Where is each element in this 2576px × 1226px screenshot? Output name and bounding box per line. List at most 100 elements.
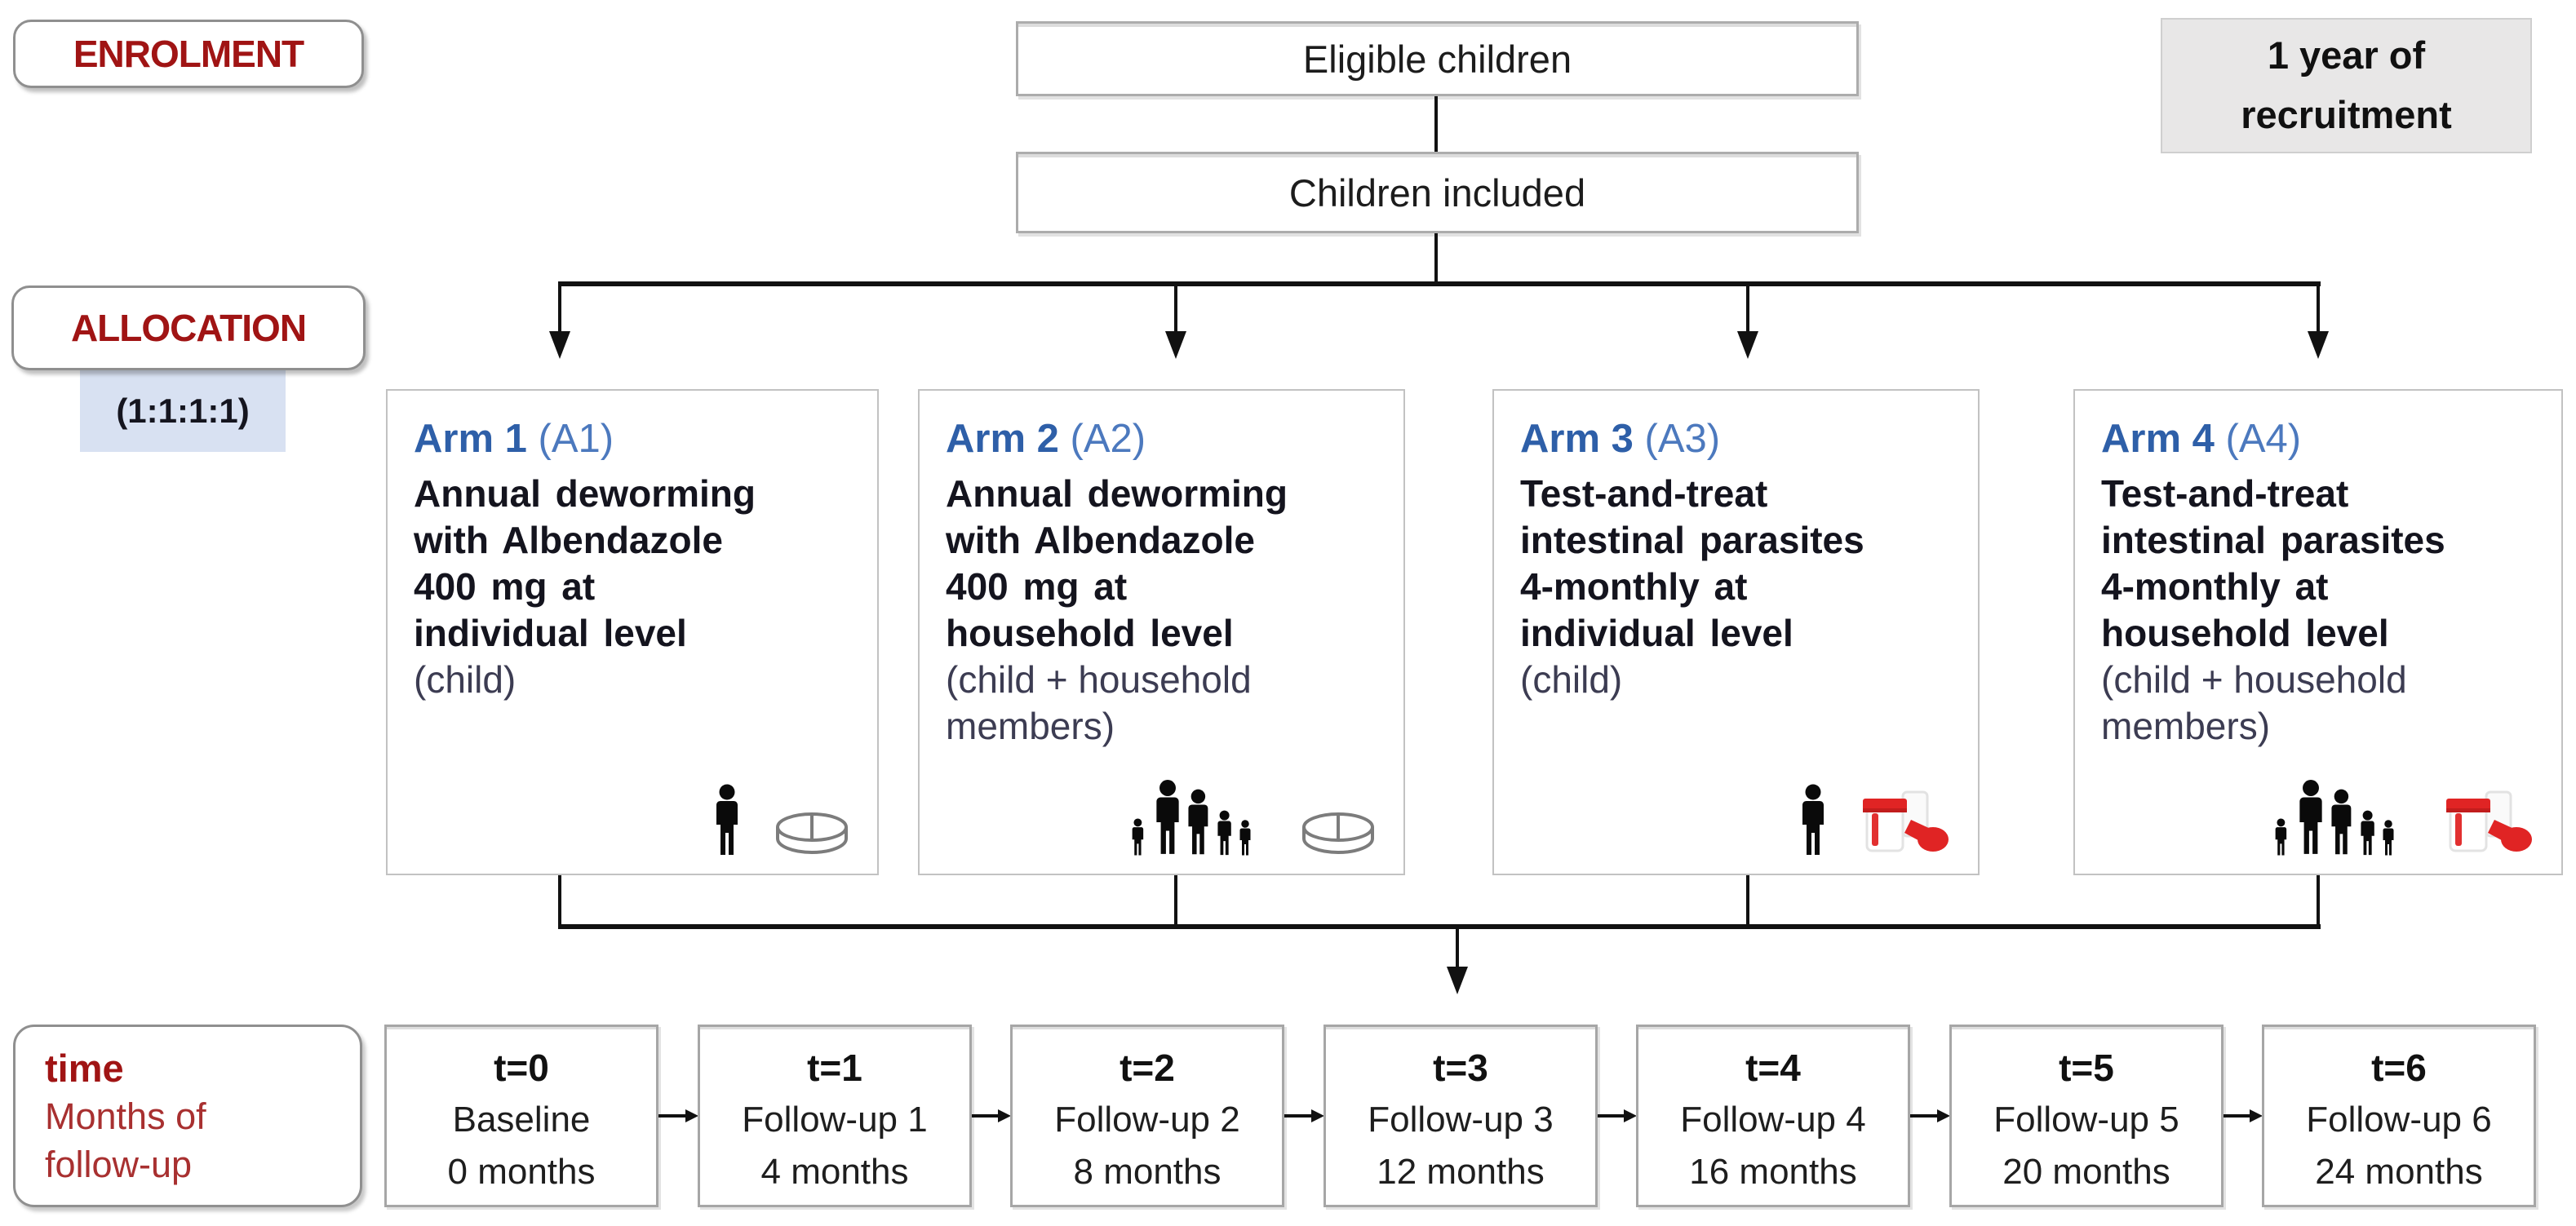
arm-4-name: Arm 4	[2101, 417, 2215, 461]
arm-2-title: Arm 2 (A2)	[946, 414, 1379, 464]
arm-4-icons	[2272, 779, 2537, 857]
allocation-arrow-stem-4	[2317, 286, 2320, 333]
pill-icon	[776, 812, 848, 854]
family-icon	[2272, 779, 2413, 857]
merge-arrowhead	[1447, 967, 1468, 994]
timepoint-months: 12 months	[1377, 1152, 1545, 1192]
allocation-arrowhead-1	[549, 331, 570, 359]
arm-1-icons	[711, 784, 853, 857]
allocation-arrow-stem-2	[1174, 286, 1177, 333]
allocation-arrowhead-2	[1165, 331, 1186, 359]
merge-bar	[558, 924, 2321, 929]
timeline-legend-title: time	[45, 1046, 124, 1090]
timeline-legend-subtitle: Months of follow-up	[45, 1095, 206, 1185]
arm-2-icons	[1129, 779, 1379, 857]
enrolment-stage-text: ENROLMENT	[73, 33, 304, 75]
allocation-stage-label: ALLOCATION	[11, 285, 366, 370]
arm-3-target: (child)	[1520, 658, 1623, 702]
timepoint-months: 16 months	[1689, 1152, 1857, 1192]
arm-4-box: Arm 4 (A4) Test-and-treat intestinal par…	[2073, 389, 2563, 875]
arm-3-intervention: Test-and-treat intestinal parasites 4-mo…	[1520, 472, 1864, 655]
arm-1-code: (A1)	[538, 417, 614, 461]
recruitment-note-box: 1 year of recruitment	[2161, 18, 2532, 153]
arm-4-code: (A4)	[2225, 417, 2302, 461]
connector-included-to-splitbar	[1434, 233, 1438, 283]
allocation-split-bar	[558, 281, 2321, 286]
allocation-arrow-stem-3	[1746, 286, 1749, 333]
timepoint-box-t5: t=5 Follow-up 5 20 months	[1949, 1025, 2224, 1207]
arm-4-target: (child + household members)	[2101, 658, 2407, 748]
timeline-legend: time Months of follow-up	[13, 1025, 362, 1207]
specimen-container-icon	[1861, 790, 1950, 853]
timeline-arrow-1	[658, 1109, 698, 1122]
timepoint-t: t=5	[2059, 1047, 2114, 1089]
timepoint-t: t=0	[494, 1047, 549, 1089]
arm-3-code: (A3)	[1644, 417, 1721, 461]
timepoint-months: 0 months	[447, 1152, 596, 1192]
merge-arrow-stem	[1456, 929, 1459, 968]
arm-1-title: Arm 1 (A1)	[414, 414, 853, 464]
specimen-container-icon	[2445, 790, 2534, 853]
person-icon	[1802, 784, 1824, 855]
arm-3-box: Arm 3 (A3) Test-and-treat intestinal par…	[1492, 389, 1980, 875]
timepoint-months: 24 months	[2315, 1152, 2483, 1192]
enrolment-stage-label: ENROLMENT	[13, 20, 364, 88]
allocation-ratio-badge: (1:1:1:1)	[80, 370, 286, 452]
arm-4-intervention: Test-and-treat intestinal parasites 4-mo…	[2101, 472, 2445, 655]
children-included-text: Children included	[1288, 170, 1586, 215]
timeline-arrow-2	[972, 1109, 1011, 1122]
timepoint-label: Follow-up 4	[1680, 1100, 1866, 1140]
timepoint-t: t=3	[1433, 1047, 1488, 1089]
timepoint-t: t=2	[1120, 1047, 1175, 1089]
timepoint-t: t=1	[807, 1047, 862, 1089]
connector-eligible-to-included	[1434, 96, 1438, 152]
allocation-stage-text: ALLOCATION	[70, 307, 307, 349]
allocation-arrowhead-3	[1737, 331, 1758, 359]
timepoint-months: 8 months	[1073, 1152, 1221, 1192]
timepoint-label: Follow-up 3	[1368, 1100, 1554, 1140]
timepoint-box-t2: t=2 Follow-up 2 8 months	[1010, 1025, 1284, 1207]
arm-3-name: Arm 3	[1520, 417, 1634, 461]
timepoint-label: Follow-up 1	[742, 1100, 928, 1140]
arm-3-icons	[1797, 784, 1953, 857]
timepoint-box-t4: t=4 Follow-up 4 16 months	[1636, 1025, 1910, 1207]
timepoint-box-t6: t=6 Follow-up 6 24 months	[2262, 1025, 2536, 1207]
timepoint-label: Follow-up 2	[1054, 1100, 1240, 1140]
arm-1-box: Arm 1 (A1) Annual deworming with Albenda…	[386, 389, 879, 875]
eligible-children-box: Eligible children	[1016, 21, 1859, 96]
children-included-box: Children included	[1016, 152, 1859, 233]
merge-stem-arm-1	[558, 875, 561, 926]
timepoint-t: t=4	[1745, 1047, 1801, 1089]
timepoint-months: 20 months	[2002, 1152, 2170, 1192]
timeline-arrow-3	[1284, 1109, 1324, 1122]
timeline-arrow-6	[2224, 1109, 2263, 1122]
arm-2-intervention: Annual deworming with Albendazole 400 mg…	[946, 472, 1288, 655]
arm-1-name: Arm 1	[414, 417, 527, 461]
timepoint-box-t3: t=3 Follow-up 3 12 months	[1323, 1025, 1598, 1207]
arm-2-target: (child + household members)	[946, 658, 1252, 748]
arm-4-title: Arm 4 (A4)	[2101, 414, 2537, 464]
merge-stem-arm-4	[2317, 875, 2320, 926]
arm-2-code: (A2)	[1070, 417, 1146, 461]
allocation-arrow-stem-1	[558, 286, 561, 333]
arm-1-target: (child)	[414, 658, 517, 702]
arm-2-box: Arm 2 (A2) Annual deworming with Albenda…	[918, 389, 1405, 875]
timepoint-label: Follow-up 6	[2306, 1100, 2492, 1140]
timepoint-box-t1: t=1 Follow-up 1 4 months	[698, 1025, 972, 1207]
arm-2-name: Arm 2	[946, 417, 1059, 461]
merge-stem-arm-3	[1746, 875, 1749, 926]
allocation-arrowhead-4	[2308, 331, 2329, 359]
timeline-arrow-4	[1598, 1109, 1637, 1122]
eligible-children-text: Eligible children	[1302, 37, 1572, 81]
timeline-arrow-5	[1910, 1109, 1950, 1122]
arm-1-intervention: Annual deworming with Albendazole 400 mg…	[414, 472, 756, 655]
timepoint-box-t0: t=0 Baseline 0 months	[384, 1025, 658, 1207]
pill-icon	[1302, 812, 1374, 854]
family-icon	[1129, 779, 1270, 857]
timepoint-label: Baseline	[452, 1100, 591, 1140]
timepoint-months: 4 months	[760, 1152, 909, 1192]
merge-stem-arm-2	[1174, 875, 1177, 926]
timepoint-label: Follow-up 5	[1993, 1100, 2179, 1140]
timepoint-t: t=6	[2371, 1047, 2427, 1089]
person-icon	[716, 784, 738, 855]
